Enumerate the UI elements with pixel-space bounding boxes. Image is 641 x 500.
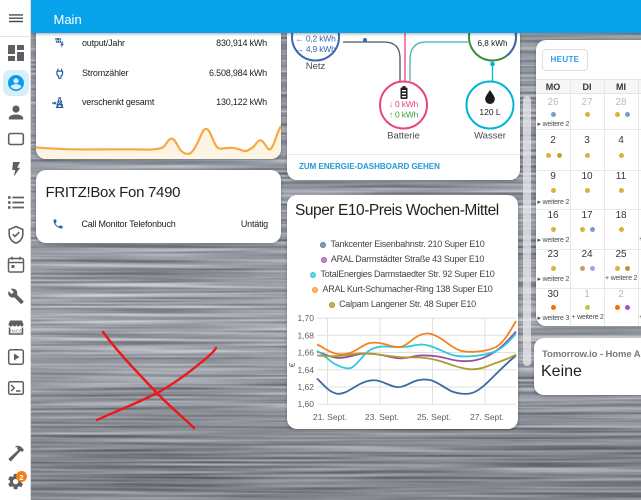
svg-text:1,66: 1,66 bbox=[297, 348, 314, 358]
svg-text:23. Sept.: 23. Sept. bbox=[365, 412, 399, 422]
svg-text:1,64: 1,64 bbox=[297, 365, 314, 375]
svg-text:Wasser: Wasser bbox=[474, 131, 506, 142]
svg-text:Batterie: Batterie bbox=[387, 131, 420, 142]
svg-text:21. Sept.: 21. Sept. bbox=[313, 412, 347, 422]
svg-text:1,62: 1,62 bbox=[297, 382, 314, 392]
svg-text:1,68: 1,68 bbox=[297, 330, 314, 340]
svg-text:25. Sept.: 25. Sept. bbox=[417, 412, 451, 422]
svg-text:6,8 kWh: 6,8 kWh bbox=[477, 39, 507, 48]
svg-text:1,70: 1,70 bbox=[297, 313, 314, 323]
svg-text:120 L: 120 L bbox=[479, 107, 501, 117]
svg-text:↓ 0 kWh: ↓ 0 kWh bbox=[389, 99, 419, 109]
svg-text:Netz: Netz bbox=[306, 61, 326, 72]
svg-text:→ 4,9 kWh: → 4,9 kWh bbox=[295, 44, 336, 54]
svg-text:27. Sept.: 27. Sept. bbox=[470, 412, 504, 422]
svg-text:1,60: 1,60 bbox=[297, 399, 314, 409]
svg-text:HACS: HACS bbox=[10, 329, 23, 334]
svg-text:€: € bbox=[287, 362, 297, 367]
svg-text:↑ 0 kWh: ↑ 0 kWh bbox=[389, 110, 419, 120]
svg-text:← 0,2 kWh: ← 0,2 kWh bbox=[295, 34, 336, 44]
